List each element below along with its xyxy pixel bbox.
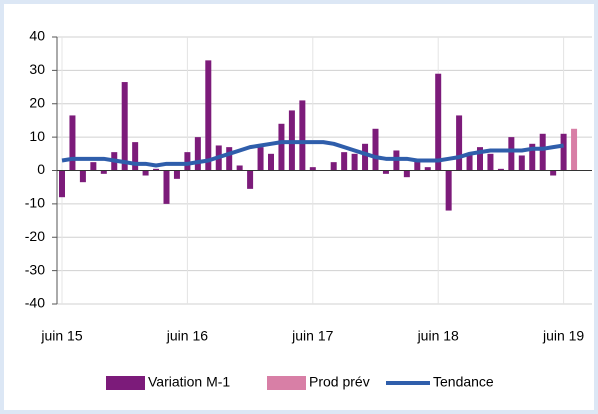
legend-swatch: [106, 376, 145, 390]
legend-label: Variation M-1: [148, 374, 230, 390]
bar: [330, 162, 337, 171]
y-tick-label: 30: [29, 61, 45, 77]
bar: [372, 128, 379, 171]
bar: [571, 128, 578, 171]
bar: [100, 170, 107, 174]
y-tick-label: 10: [29, 128, 45, 144]
bar: [403, 170, 410, 178]
bar: [341, 152, 348, 171]
bar: [226, 147, 233, 171]
bar: [529, 143, 536, 171]
bar: [518, 155, 525, 171]
y-tick-label: -10: [25, 195, 45, 211]
bar: [194, 137, 201, 171]
y-tick-label: 40: [29, 28, 45, 44]
bar: [205, 60, 212, 171]
bar: [362, 143, 369, 171]
bar: [184, 152, 191, 171]
bar: [445, 170, 452, 211]
bar: [79, 170, 86, 183]
bar: [539, 133, 546, 171]
bar: [132, 142, 139, 171]
bar: [497, 168, 504, 171]
bar: [59, 170, 65, 198]
bar: [456, 115, 463, 171]
bar: [268, 153, 274, 171]
bar: [487, 153, 494, 171]
bar: [466, 153, 473, 171]
x-tick-label: juin 16: [166, 328, 208, 344]
bar: [424, 167, 431, 171]
bar: [309, 167, 316, 171]
y-tick-label: 0: [37, 161, 45, 177]
bar: [414, 160, 421, 171]
bar: [508, 137, 515, 171]
bar: [550, 170, 557, 176]
x-tick-label: juin 17: [291, 328, 333, 344]
bar: [142, 170, 149, 176]
x-tick-label: juin 19: [542, 328, 584, 344]
trend-line: [61, 140, 564, 168]
legend-swatch: [267, 376, 306, 390]
bar: [121, 82, 128, 171]
bar: [236, 165, 243, 171]
y-tick-label: 20: [29, 94, 45, 110]
bar: [247, 170, 254, 189]
bar: [257, 147, 264, 171]
bar: [299, 100, 306, 171]
bar: [477, 147, 483, 171]
bar: [69, 115, 76, 171]
y-tick-label: -30: [25, 261, 45, 277]
bar: [382, 170, 389, 174]
bar: [278, 123, 285, 171]
bar: [173, 170, 180, 179]
x-tick-label: juin 18: [417, 328, 459, 344]
y-tick-label: -40: [25, 295, 45, 311]
bar: [351, 153, 358, 171]
y-tick-label: -20: [25, 228, 45, 244]
chart-area: [4, 4, 594, 410]
bar: [560, 133, 567, 171]
bar: [163, 170, 170, 204]
legend-label: Tendance: [433, 374, 494, 390]
x-tick-label: juin 15: [40, 328, 82, 344]
bar: [153, 168, 160, 171]
bar: [435, 73, 442, 171]
bar: [90, 162, 97, 171]
legend-label: Prod prév: [309, 374, 370, 390]
